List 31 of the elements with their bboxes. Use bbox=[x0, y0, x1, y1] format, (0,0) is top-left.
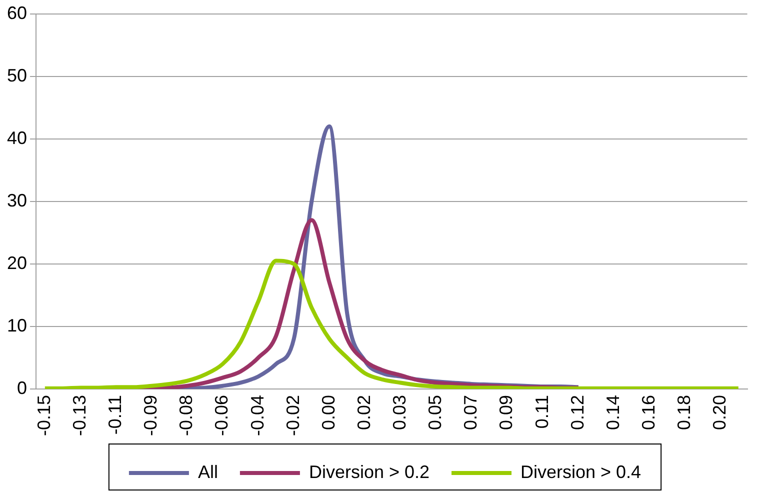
x-tick-label: 0.03 bbox=[390, 394, 410, 430]
x-tick-label: -0.13 bbox=[69, 394, 90, 436]
x-tick-label: 0.02 bbox=[354, 394, 374, 430]
x-tick-label: 0.18 bbox=[674, 394, 694, 430]
y-tick-label: 30 bbox=[6, 190, 28, 210]
x-tick-label: 0.05 bbox=[425, 394, 446, 430]
x-tick-label: 0.07 bbox=[460, 394, 481, 430]
line-series bbox=[42, 258, 740, 389]
x-tick-label: 0.20 bbox=[710, 394, 730, 430]
x-tick-label: 0.09 bbox=[496, 394, 516, 430]
y-tick-label: 50 bbox=[6, 65, 28, 86]
x-tick-label: -0.06 bbox=[212, 394, 232, 436]
y-tick-label: 0 bbox=[17, 378, 28, 398]
legend-label: Diversion > 0.2 bbox=[308, 462, 430, 482]
x-tick-label: -0.09 bbox=[140, 394, 161, 436]
y-tick-label: 60 bbox=[6, 2, 28, 23]
x-tick-label: -0.15 bbox=[34, 394, 54, 436]
legend-label: Diversion > 0.4 bbox=[520, 462, 642, 482]
x-tick-label: 0.16 bbox=[638, 394, 658, 430]
x-tick-label: 0.00 bbox=[318, 394, 338, 430]
x-tick-label: 0.12 bbox=[567, 394, 588, 430]
x-tick-label: -0.08 bbox=[176, 394, 196, 436]
x-tick-label: -0.02 bbox=[282, 394, 303, 436]
y-tick-label: 40 bbox=[6, 128, 28, 148]
legend-label: All bbox=[198, 462, 218, 482]
x-tick-label: 0.14 bbox=[602, 394, 623, 430]
x-tick-label: -0.11 bbox=[105, 394, 126, 435]
y-tick-label: 10 bbox=[6, 315, 28, 336]
y-tick-label: 20 bbox=[6, 252, 28, 273]
x-tick-label: 0.11 bbox=[532, 394, 552, 429]
x-tick-label: -0.04 bbox=[247, 394, 268, 436]
